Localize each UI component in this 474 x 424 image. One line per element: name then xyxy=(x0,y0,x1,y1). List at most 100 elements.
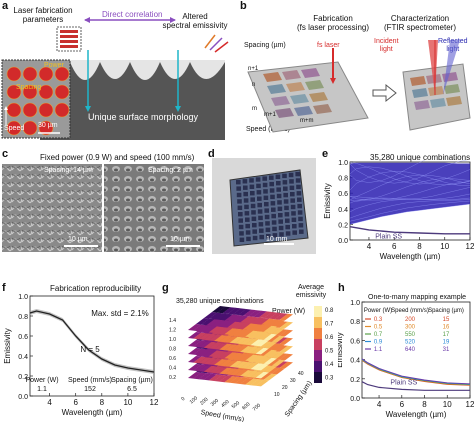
sample-cell xyxy=(265,221,270,226)
g-heatmap-cell xyxy=(224,314,239,321)
sample-cell xyxy=(237,205,243,210)
g-colorbar-segment xyxy=(314,372,322,383)
sample-cell xyxy=(251,216,257,221)
sample-cell xyxy=(265,227,271,232)
g-heatmap-cell xyxy=(203,325,217,333)
g-colorbar-tick: 0.7 xyxy=(325,322,334,328)
sample-cell xyxy=(245,230,251,235)
sample-cell xyxy=(264,202,269,207)
e-xlabel: Wavelength (µm) xyxy=(380,252,441,261)
g-heatmap-cell xyxy=(201,318,215,326)
panel-label-c: c xyxy=(2,148,9,160)
g-heatmap-cell xyxy=(219,313,233,321)
sample-cell xyxy=(264,208,269,213)
g-heatmap-cell xyxy=(230,315,244,322)
e-plain-ss-line xyxy=(349,226,470,235)
h-row-power: 1.1 xyxy=(374,347,383,353)
g-heatmap-cell xyxy=(258,311,273,318)
g-heatmap-cell xyxy=(214,359,228,366)
sample-cell xyxy=(249,184,255,189)
sample-cell xyxy=(270,194,275,200)
g-heatmap-cell xyxy=(258,373,272,380)
f-ytick-label: 0.0 xyxy=(18,394,28,401)
g-heatmap-cell xyxy=(212,306,226,313)
speed-axis-b: Speed (mm/s) xyxy=(246,126,290,133)
g-heatmap-cell xyxy=(216,320,231,327)
g-heatmap-cell xyxy=(240,362,254,369)
panel-label-b: b xyxy=(240,0,247,12)
g-heatmap-cell xyxy=(193,372,207,380)
g-heatmap-cell xyxy=(235,315,249,323)
g-power-tick: 1.0 xyxy=(169,337,176,343)
g-heatmap-cell xyxy=(250,317,265,324)
g-heatmap-cell xyxy=(193,332,207,340)
g-heatmap-cell xyxy=(219,327,233,335)
g-heatmap-cell xyxy=(229,344,243,352)
g-heatmap-cell xyxy=(219,335,233,343)
spacing-label-a: Spacing xyxy=(16,84,42,91)
sample-cell xyxy=(297,197,302,202)
sample-cell xyxy=(256,183,261,189)
sample-cell xyxy=(245,217,250,222)
n-label: n xyxy=(252,82,256,88)
sample-cell xyxy=(269,175,274,180)
g-heatmap-cell xyxy=(271,351,285,359)
sample-cell xyxy=(290,192,295,197)
g-heatmap-cell xyxy=(208,334,223,341)
sample-cell xyxy=(250,203,256,209)
f-ylabel: Emissivity xyxy=(3,328,12,364)
h-row-spacing: 17 xyxy=(443,332,450,338)
g-power-tick: 1.4 xyxy=(169,318,176,324)
f-std-band xyxy=(30,309,154,374)
e-ytick-label: 0.8 xyxy=(338,176,348,183)
chart-e: 4 6 8 10 12 0.0 0.2 0.4 0.6 0.8 1.0 Wavelength (µm)… xyxy=(323,160,474,261)
g-heatmap-cell xyxy=(274,337,288,344)
g-heatmap-cell xyxy=(211,319,225,327)
g-colorbar-segment xyxy=(314,350,322,361)
g-heatmap-cell xyxy=(266,359,280,366)
sample-cell xyxy=(238,224,244,230)
sample-cell xyxy=(271,213,276,219)
sample-scale: 10 mm xyxy=(266,236,288,243)
h-plain-label: Plain SS xyxy=(390,379,417,386)
e-combination-band xyxy=(350,162,470,225)
g-heatmap-cell xyxy=(250,339,264,346)
h-xtick-label: 8 xyxy=(422,400,427,409)
sem-title: Fixed power (0.9 W) and speed (100 mm/s) xyxy=(40,153,195,162)
h-ylabel: Emissivity xyxy=(338,332,344,368)
m-label: m xyxy=(252,106,257,112)
fabrication-title: Fabrication (fs laser processing) xyxy=(296,14,370,32)
g-speed-tick: 300 xyxy=(210,398,220,408)
sample-cell xyxy=(269,188,275,193)
e-combination-line xyxy=(349,166,471,186)
g-title: 35,280 unique combinations xyxy=(176,298,264,305)
g-heatmap-cell xyxy=(198,325,212,332)
sample-cell xyxy=(285,231,291,236)
sample-cell xyxy=(290,204,296,210)
h-ytick-label: 0.8 xyxy=(350,319,360,326)
sample-cell xyxy=(250,191,255,196)
g-heatmap-cell xyxy=(193,324,207,332)
g-heatmap-cell xyxy=(234,345,249,352)
sample-photo xyxy=(212,158,316,254)
sample-cell xyxy=(269,181,274,187)
g-colorbar-segment xyxy=(314,317,322,328)
g-heatmap-cell xyxy=(188,340,202,347)
g-heatmap-cell xyxy=(253,310,267,318)
g-heatmap-cell xyxy=(250,347,264,354)
g-heatmap-cell xyxy=(208,374,223,381)
h-ytick-label: 0.6 xyxy=(350,338,360,345)
g-heatmap-cell xyxy=(203,365,217,373)
sample-cell xyxy=(266,234,271,239)
g-heatmap-cell xyxy=(234,361,249,368)
sample-cell xyxy=(237,199,242,204)
g-heatmap-cell xyxy=(255,339,269,347)
g-colorbar-tick: 0.8 xyxy=(325,308,334,314)
g-heatmap-cell xyxy=(229,360,243,368)
sample-cell xyxy=(262,176,267,181)
g-colorbar-segment xyxy=(314,306,322,317)
sample-cell xyxy=(285,224,290,230)
sample-cell xyxy=(236,180,241,185)
f-xtick-label: 12 xyxy=(150,398,159,407)
h-ytick-label: 0.2 xyxy=(350,377,360,384)
